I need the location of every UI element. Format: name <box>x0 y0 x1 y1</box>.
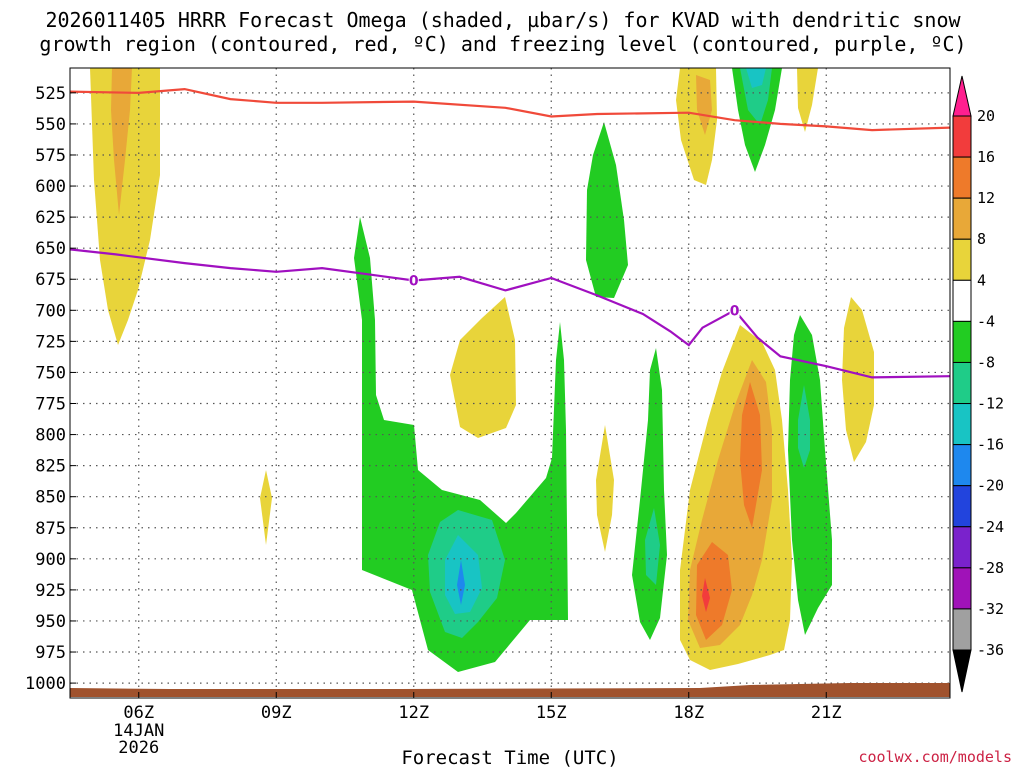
colorbar-label: -4 <box>977 312 995 330</box>
y-tick-label: 525 <box>35 84 66 104</box>
y-tick-label: 800 <box>35 426 66 446</box>
colorbar-label: 16 <box>977 148 995 166</box>
omega-positive-region <box>90 68 160 345</box>
y-tick-label: 875 <box>35 519 66 539</box>
colorbar-segment <box>952 115 972 158</box>
y-tick-label: 825 <box>35 457 66 477</box>
y-tick-label: 675 <box>35 270 66 290</box>
contour-label: 0 <box>409 273 419 289</box>
contour-label: 0 <box>730 303 740 319</box>
x-tick-label: 09Z <box>261 703 292 723</box>
omega-negative-region <box>445 535 482 614</box>
dendritic-growth-contour-red <box>69 87 951 132</box>
y-tick-label: 750 <box>35 363 66 383</box>
colorbar-label: 20 <box>977 107 995 125</box>
y-tick-label: 725 <box>35 332 66 352</box>
omega-positive-region <box>702 578 710 612</box>
colorbar: 20 16 12 8 4 -4 -8 -12 -16 -20 -24 -28 -32 -36 <box>952 75 1004 693</box>
y-tick-label: 900 <box>35 550 66 570</box>
omega-negative-region <box>746 68 766 88</box>
colorbar-segment <box>952 320 972 363</box>
colorbar-segment <box>952 444 972 487</box>
colorbar-segment <box>952 238 972 281</box>
colorbar-label: -12 <box>977 395 1004 413</box>
omega-positive-region <box>596 425 614 552</box>
chart-title-line2: growth region (contoured, red, ºC) and f… <box>39 32 966 56</box>
y-tick-label: 975 <box>35 643 66 663</box>
colorbar-label: 8 <box>977 230 986 248</box>
colorbar-segment <box>952 197 972 240</box>
colorbar-label: -36 <box>977 641 1004 659</box>
omega-positive-region <box>450 297 516 438</box>
colorbar-segment <box>952 485 972 528</box>
colorbar-label: -20 <box>977 477 1004 495</box>
colorbar-segment <box>952 567 972 610</box>
colorbar-segment <box>952 361 972 405</box>
omega-positive-region <box>797 68 818 132</box>
x-tick-date: 14JAN <box>113 721 164 741</box>
omega-negative-region <box>788 315 832 635</box>
y-tick-label: 650 <box>35 239 66 259</box>
credit-text: coolwx.com/models <box>858 748 1012 766</box>
colorbar-bottom-arrow <box>952 649 972 693</box>
omega-negative-region <box>632 348 667 640</box>
colorbar-segment <box>952 403 972 446</box>
x-tick-label: 21Z <box>811 703 842 723</box>
omega-shading <box>90 68 874 672</box>
y-tick-label: 575 <box>35 146 66 166</box>
y-tick-label: 925 <box>35 581 66 601</box>
y-tick-label: 950 <box>35 612 66 632</box>
y-tick-label: 1000 <box>25 674 66 694</box>
contour-label-bg <box>729 302 740 318</box>
omega-negative-region <box>354 217 568 672</box>
x-axis-label: Forecast Time (UTC) <box>401 747 618 768</box>
omega-positive-region <box>740 382 762 528</box>
omega-positive-region <box>696 75 712 135</box>
colorbar-label: -24 <box>977 518 1004 536</box>
omega-positive-region <box>842 297 874 462</box>
y-tick-label: 850 <box>35 488 66 508</box>
y-tick-label: 625 <box>35 208 66 228</box>
contour-lines: 00 <box>69 87 951 379</box>
colorbar-segment <box>952 608 972 651</box>
chart-title-line1: 2026011405 HRRR Forecast Omega (shaded, … <box>45 8 961 32</box>
colorbar-label: 12 <box>977 189 995 207</box>
y-axis: 525 550 575 600 625 650 675 700 725 750 775 800 825 8… <box>25 84 76 694</box>
y-tick-label: 600 <box>35 177 66 197</box>
colorbar-label: 4 <box>977 271 986 289</box>
y-tick-label: 700 <box>35 301 66 321</box>
colorbar-segment <box>952 279 972 322</box>
omega-positive-region <box>111 68 132 215</box>
colorbar-label: -16 <box>977 436 1004 454</box>
x-tick-label: 12Z <box>398 703 429 723</box>
omega-positive-region <box>696 542 732 640</box>
grid-lines <box>70 68 950 698</box>
colorbar-segment <box>952 526 972 569</box>
omega-positive-region <box>260 470 272 545</box>
x-tick-label: 18Z <box>673 703 704 723</box>
colorbar-label: -8 <box>977 353 995 371</box>
freezing-level-contour-purple <box>69 248 951 379</box>
contour-label-bg <box>408 272 419 288</box>
colorbar-segment <box>952 156 972 199</box>
x-tick-label: 06Z <box>123 703 154 723</box>
omega-negative-region <box>740 68 772 125</box>
colorbar-label: -32 <box>977 600 1004 618</box>
y-tick-label: 775 <box>35 395 66 415</box>
omega-negative-region <box>457 560 465 605</box>
omega-negative-region <box>586 122 628 298</box>
x-tick-label: 15Z <box>536 703 567 723</box>
plot-frame <box>69 67 951 699</box>
x-tick-year: 2026 <box>118 738 159 758</box>
terrain-surface <box>70 683 950 697</box>
colorbar-label: -28 <box>977 559 1004 577</box>
y-tick-label: 550 <box>35 115 66 135</box>
omega-negative-region <box>798 385 810 468</box>
colorbar-top-arrow <box>952 75 972 117</box>
